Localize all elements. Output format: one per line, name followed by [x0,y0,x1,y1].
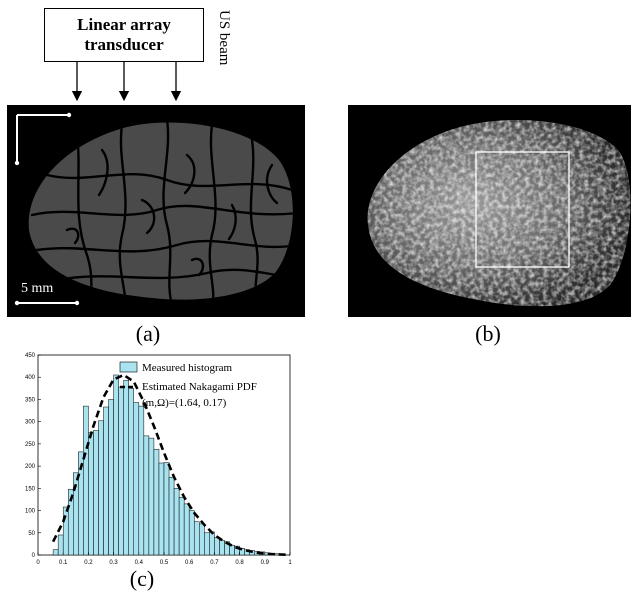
histogram-bar [214,536,220,556]
x-tick-label: 0.2 [84,560,93,566]
histogram-bar [183,503,190,556]
histogram-bar [143,435,150,556]
ultrasound-image [367,119,631,307]
histogram-bar [193,521,200,556]
nakagami-pdf-line [51,373,291,557]
histogram-bar [83,405,89,556]
histogram-bar [199,523,205,556]
histogram-bar [229,544,235,556]
x-tick-label: 0.3 [109,560,118,566]
x-tick-label: 0.6 [185,560,194,566]
fig-label-c: (c) [129,566,155,591]
x-tick-label: 0.4 [135,560,144,566]
y-tick-label: 400 [25,375,36,381]
scale-bar-label: 5 mm [21,281,54,296]
histogram-bar [103,406,109,556]
histogram-bar [128,388,135,556]
roi-box [475,151,570,268]
x-tick-label: 0.1 [59,560,68,566]
y-tick-label: 200 [25,464,36,470]
y-tick-label: 50 [28,531,35,537]
histogram-bar [209,531,215,556]
y-tick-label: 350 [25,397,36,403]
y-tick-label: 300 [25,420,36,426]
histogram-bar [163,462,170,556]
histogram-bar [148,437,155,556]
legend-swatch-histogram [119,361,138,373]
histogram-bar [138,405,145,556]
histogram-bar [123,380,129,556]
x-tick-label: 0.7 [210,560,219,566]
y-tick-labels: 0 50 100 150 200 250 300 350 400 450 [25,353,41,559]
y-tick-label: 0 [32,553,36,559]
x-tick-label: 0.5 [160,560,169,566]
histogram-bar [62,506,69,556]
histogram-bar [113,374,119,556]
histogram-bar [88,432,94,556]
transducer-label-line1: Linear array [77,15,171,34]
histogram-bar [204,532,210,556]
histogram-chart: 0 50 100 150 200 250 300 350 400 450 0 0.1 0.2 0.3 0.… [25,353,292,566]
y-tick-label: 150 [25,486,36,492]
legend-label-pdf: Estimated Nakagami PDF [142,381,257,393]
x-tick-label: 0 [36,560,40,566]
panel-b-image [348,105,631,317]
legend-label-histogram: Measured histogram [142,362,233,374]
histogram-bar [57,534,64,556]
histogram-bar [219,540,225,556]
x-tick-labels: 0 0.1 0.2 0.3 0.4 0.5 0.6 0.7 0.8 0.9 1 [36,552,292,566]
tissue-phantom [14,112,293,306]
chart-annotation: (m,Ω)=(1.64, 0.17) [142,397,227,409]
transducer-label-line2: transducer [84,35,164,54]
histogram-bar [158,462,165,556]
beam-arrows [71,62,182,102]
y-tick-label: 450 [25,353,36,359]
histogram-bars [52,374,286,556]
histogram-bar [133,402,140,556]
histogram-bar [93,430,99,556]
panel-a-image: 5 mm [7,105,305,317]
histogram-bar [168,476,175,556]
histogram-bar [188,510,195,556]
y-tick-label: 100 [25,509,36,515]
transducer-box: Linear array transducer [44,8,204,62]
fig-label-b: (b) [475,321,501,346]
histogram-bar [108,399,114,556]
histogram-bar [52,549,59,556]
x-tick-label: 0.8 [235,560,244,566]
histogram-bar [173,488,180,556]
histogram-bar [118,386,124,556]
histogram-bar [153,448,160,556]
y-tick-label: 250 [25,442,36,448]
x-tick-label: 0.9 [261,560,270,566]
histogram-bar [178,496,185,556]
x-tick-label: 1 [288,560,292,566]
fig-label-a: (a) [135,321,161,346]
histogram-bar [98,420,104,556]
